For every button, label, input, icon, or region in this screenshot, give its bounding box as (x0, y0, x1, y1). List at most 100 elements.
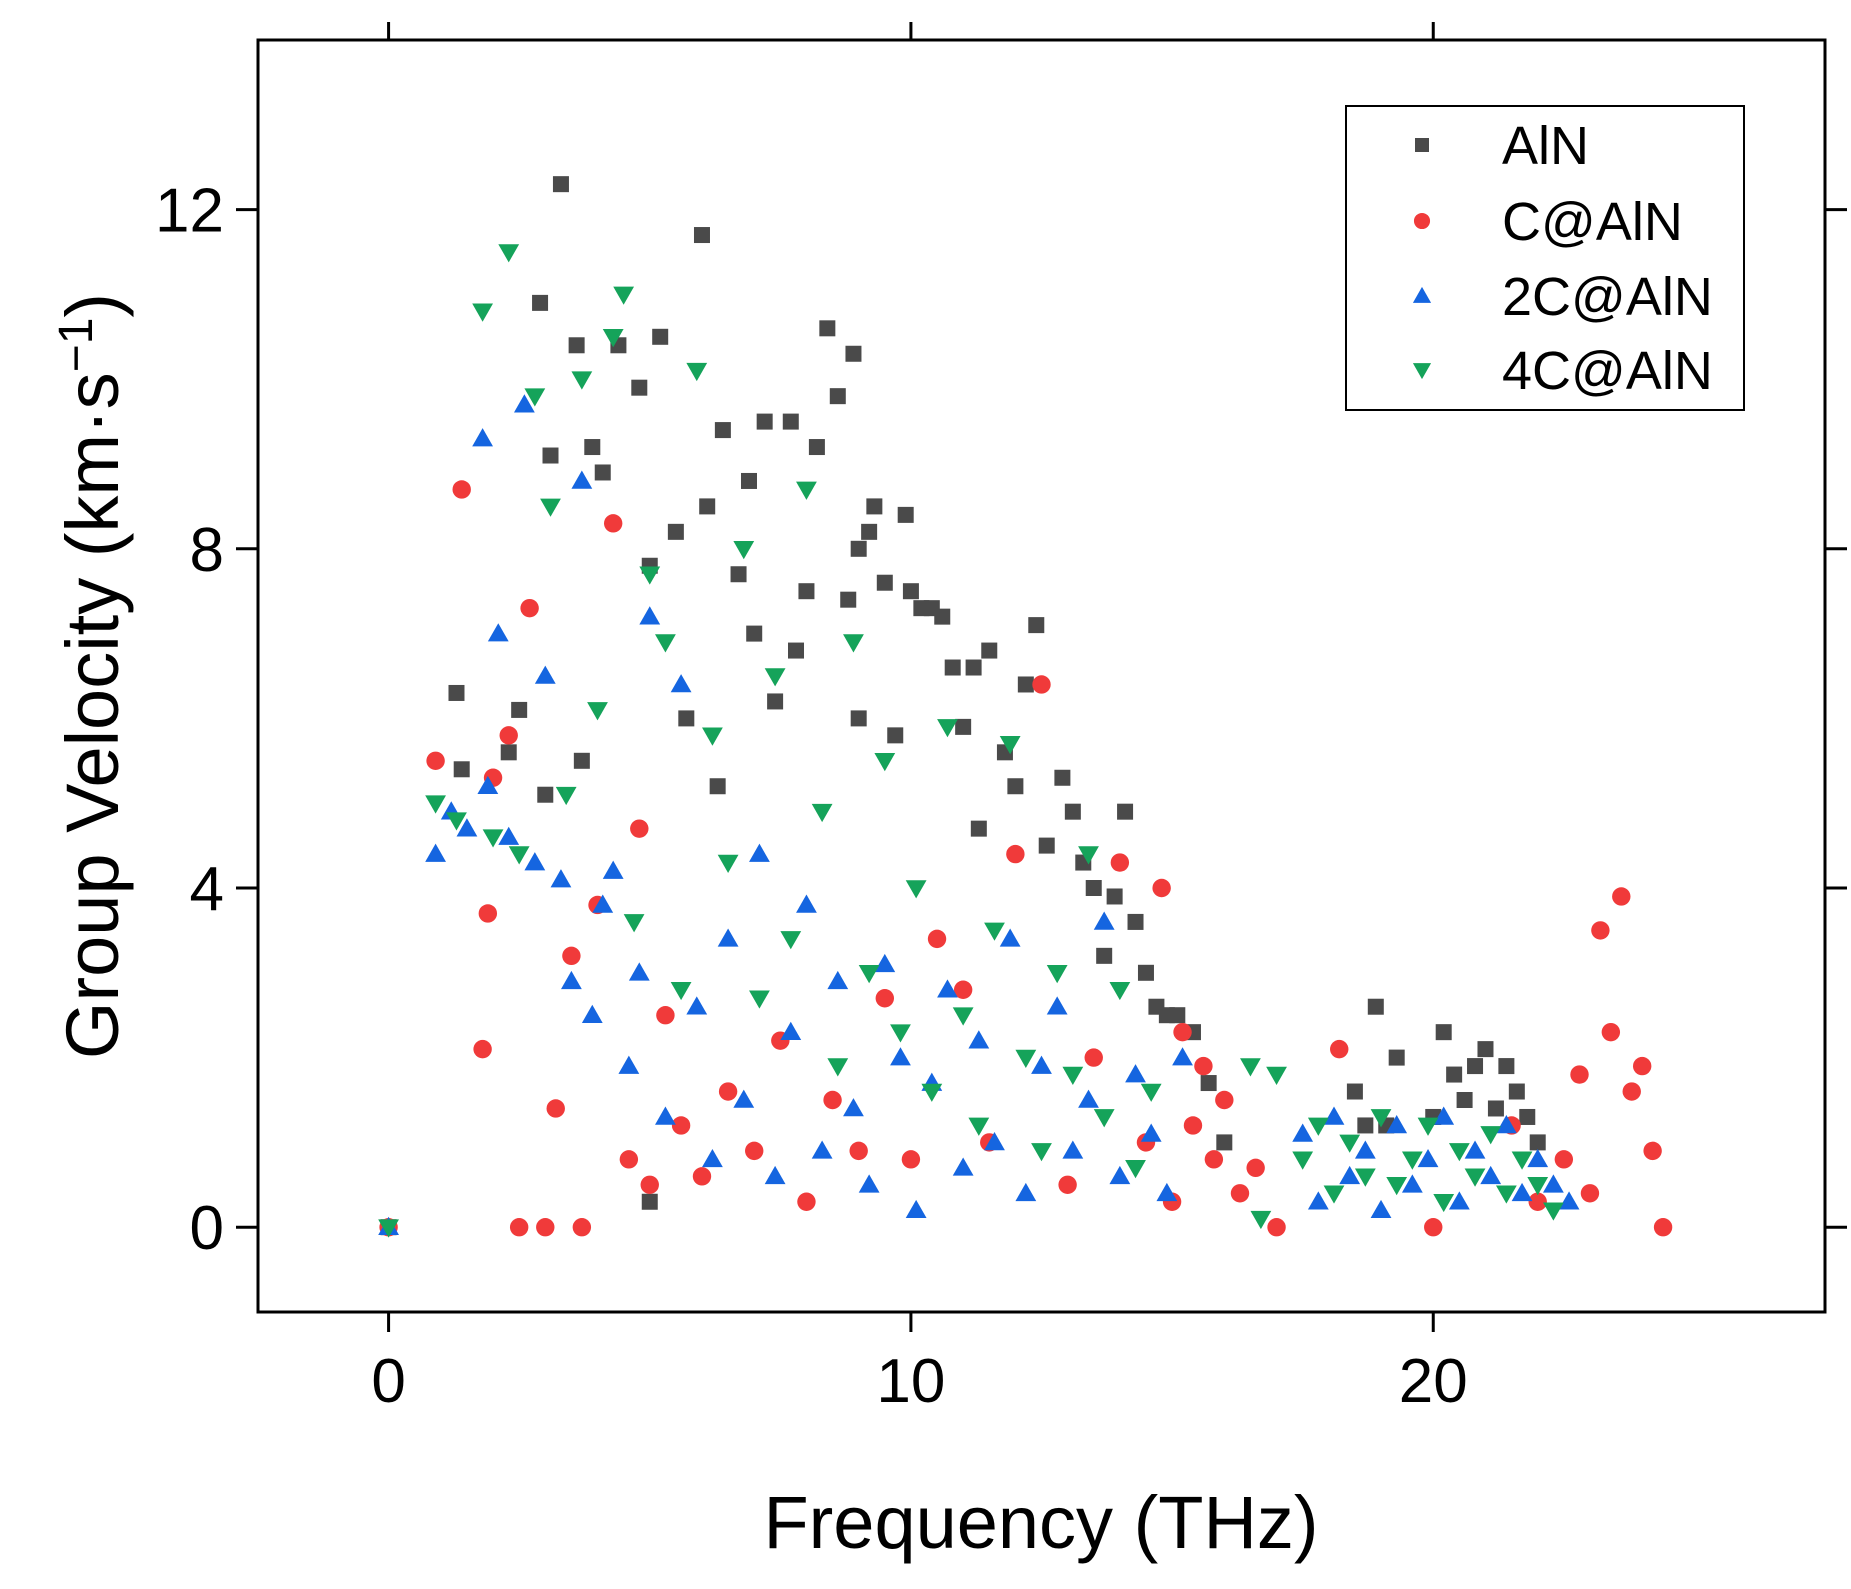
data-point (905, 1199, 927, 1219)
data-point (425, 843, 446, 862)
data-point (631, 379, 648, 396)
data-point (1558, 1191, 1580, 1210)
legend-marker (1415, 138, 1429, 152)
data-point (1246, 1158, 1265, 1178)
data-point (1125, 1064, 1146, 1083)
data-point (693, 227, 710, 244)
data-point (1554, 1150, 1574, 1169)
data-point (618, 1055, 640, 1074)
data-point (537, 786, 554, 803)
data-point (1632, 1056, 1652, 1076)
data-point (953, 980, 973, 999)
data-point (686, 362, 708, 382)
data-point (639, 606, 661, 625)
data-point (717, 854, 739, 873)
series-2 (378, 394, 1580, 1235)
data-point (829, 388, 846, 405)
data-point (782, 413, 799, 430)
data-point (1230, 1184, 1250, 1203)
data-point (448, 684, 465, 701)
data-point (1643, 1141, 1662, 1161)
data-point (937, 719, 958, 738)
data-point (640, 1175, 659, 1195)
data-point (1169, 1007, 1186, 1024)
data-point (1240, 1058, 1261, 1077)
legend-entry: 2C@AlN (1412, 267, 1713, 327)
data-point (1401, 1174, 1423, 1193)
data-point (500, 744, 517, 761)
data-point (1622, 1082, 1641, 1101)
data-point (1058, 1175, 1077, 1195)
y-axis-title-superscript: −1 (50, 318, 103, 373)
data-point (890, 1047, 911, 1066)
data-point (1519, 1108, 1536, 1125)
data-point (1096, 947, 1113, 964)
plot-frame (256, 38, 1827, 1314)
data-point (745, 1141, 764, 1161)
legend-entry: C@AlN (1413, 192, 1683, 252)
data-point (562, 946, 581, 966)
data-point (808, 439, 825, 456)
data-point (603, 514, 623, 533)
data-point (630, 819, 649, 838)
data-point (477, 775, 499, 795)
data-point (378, 1219, 399, 1238)
data-point (546, 1099, 565, 1118)
data-point (498, 244, 520, 263)
data-point (901, 1150, 921, 1169)
data-point (587, 702, 608, 721)
data-point (1448, 1191, 1470, 1210)
data-point (534, 665, 556, 684)
data-point (1054, 769, 1071, 786)
series-0 (380, 176, 1546, 1236)
data-point (1570, 1065, 1589, 1084)
data-point (1354, 1168, 1376, 1187)
data-point (780, 1021, 802, 1040)
data-point (1031, 1143, 1052, 1162)
data-point (667, 523, 684, 540)
data-point (965, 659, 982, 676)
data-point (819, 320, 836, 337)
legend-entry: 4C@AlN (1412, 341, 1713, 401)
legend-label: 4C@AlN (1502, 341, 1713, 401)
data-point (797, 1192, 816, 1211)
data-point (568, 337, 585, 354)
data-point (861, 523, 878, 540)
data-point (498, 826, 520, 845)
data-point (1152, 878, 1171, 898)
data-point (840, 591, 857, 608)
legend-label: 2C@AlN (1502, 267, 1713, 327)
data-point (827, 1058, 849, 1077)
data-point (970, 820, 987, 837)
data-point (887, 727, 904, 744)
data-point (709, 778, 726, 795)
data-point (1078, 846, 1099, 865)
data-point (921, 1083, 943, 1102)
data-point (1156, 1182, 1178, 1202)
data-point (1480, 1126, 1502, 1145)
data-point (827, 970, 849, 990)
data-point (764, 1165, 786, 1185)
data-point (1542, 1202, 1564, 1221)
data-point (671, 1116, 691, 1135)
legend: AlN C@AlN 2C@AlN 4C@AlN (1345, 105, 1745, 411)
data-point (1367, 998, 1384, 1015)
data-point (811, 803, 833, 823)
data-point (876, 574, 893, 591)
data-point (602, 329, 624, 348)
data-point (1527, 1177, 1549, 1196)
data-point (1354, 1140, 1376, 1159)
y-tick-label: 8 (190, 516, 224, 585)
data-point (425, 795, 446, 814)
data-point (1601, 1022, 1621, 1042)
data-point (456, 818, 478, 837)
data-point (1183, 1116, 1203, 1135)
data-point (927, 929, 947, 949)
data-point (733, 1089, 755, 1108)
data-point (902, 583, 919, 600)
data-point (1339, 1134, 1361, 1153)
data-point (937, 979, 958, 998)
series-3 (378, 244, 1564, 1238)
data-point (934, 608, 951, 625)
data-point (811, 1140, 833, 1159)
